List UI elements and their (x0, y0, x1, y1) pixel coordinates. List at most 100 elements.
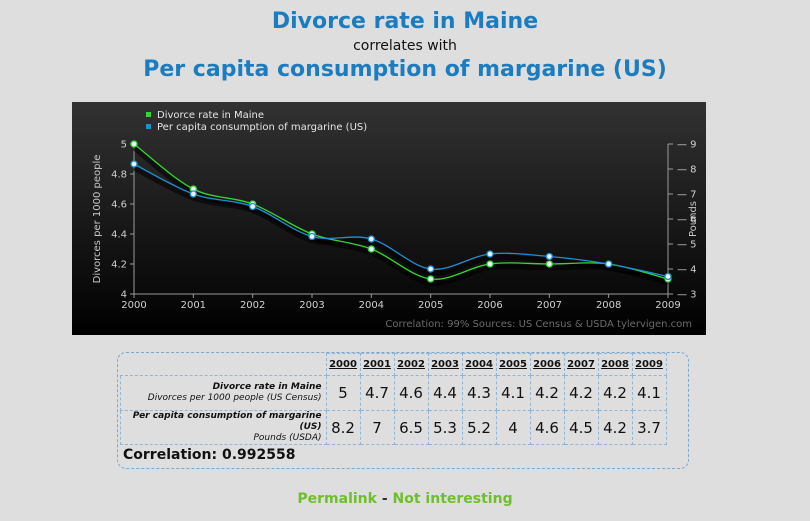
series-line-2 (133, 163, 669, 278)
data-table: 2000 2001 2002 2003 2004 2005 2006 2007 … (120, 353, 667, 445)
year-header: 2007 (563, 353, 599, 376)
table-cell: 4.3 (461, 375, 497, 411)
series-2-point (189, 190, 197, 198)
x-tick-label: 2009 (655, 300, 680, 311)
series-2-point (249, 202, 257, 211)
series-1-point (545, 260, 553, 268)
data-table-panel: 2000 2001 2002 2003 2004 2005 2006 2007 … (117, 352, 689, 469)
series-2-point (130, 160, 138, 168)
y-axis-title: Divorces per 1000 people (92, 155, 103, 284)
y-tick-label: 5 (121, 140, 127, 151)
table-cell: 7 (359, 410, 395, 445)
chart-title-primary: Divorce rate in Maine (271, 9, 539, 34)
table-cell: 4 (495, 410, 531, 445)
year-header: 2006 (529, 353, 565, 376)
table-cell: 8.2 (325, 410, 361, 445)
series-2-point (545, 252, 553, 261)
y2-tick-label: — 5 (677, 240, 697, 251)
y2-axis-title: Pounds (688, 201, 699, 237)
not-interesting-link[interactable]: Not interesting (392, 491, 513, 507)
x-tick-label: 2002 (240, 300, 265, 311)
table-cell: 4.2 (563, 375, 599, 411)
chart-title-secondary: Per capita consumption of margarine (US) (143, 57, 667, 82)
series-2-point (605, 260, 613, 268)
table-cell: 4.6 (393, 375, 429, 411)
year-header: 2004 (461, 353, 497, 376)
x-tick-label: 2005 (418, 300, 443, 311)
series-line-1 (133, 143, 669, 280)
row-label-source: Pounds (USDA) (253, 433, 322, 443)
series-2-point (427, 265, 435, 273)
correlation-value: Correlation: 0.992558 (123, 447, 296, 463)
y-tick-label: 4.6 (111, 200, 127, 211)
series-2-point (367, 235, 375, 243)
year-header: 2000 (325, 353, 361, 376)
footer-links: Permalink - Not interesting (0, 491, 810, 507)
y2-tick-label: — 8 (677, 165, 697, 176)
series-1-point (367, 245, 375, 253)
row-label-title: Per capita consumption of margarine (US) (132, 411, 322, 432)
year-header: 2009 (631, 353, 667, 376)
table-cell: 4.5 (563, 410, 599, 445)
link-separator: - (381, 491, 388, 507)
table-cell: 6.5 (393, 410, 429, 445)
row-label-title: Divorce rate in Maine (212, 382, 322, 392)
table-cell: 4.4 (427, 375, 463, 411)
chart-panel: 4 4.2 4.4 4.6 4.8 5 — 3 — 4 — 5 — 6 — 7 — 8 — 9 2000 2… (72, 102, 706, 335)
series-1-point (130, 140, 138, 148)
x-tick-label: 2000 (121, 300, 146, 311)
row-label-source: Divorces per 1000 people (US Census) (147, 393, 322, 403)
y2-tick-label: — 6 (677, 215, 697, 226)
line-chart: 4 4.2 4.4 4.6 4.8 5 — 3 — 4 — 5 — 6 — 7 — 8 — 9 2000 2… (92, 110, 699, 330)
x-tick-label: 2003 (299, 300, 324, 311)
x-tick-label: 2007 (537, 300, 562, 311)
year-header: 2003 (427, 353, 463, 376)
y2-tick-label: — 4 (677, 265, 697, 276)
legend-swatch (146, 112, 151, 117)
series-1-point (427, 275, 435, 283)
table-cell: 5.2 (461, 410, 497, 445)
x-tick-label: 2004 (359, 300, 384, 311)
chart-footer-note: Correlation: 99% Sources: US Census & US… (385, 319, 692, 330)
series-shadow-1 (132, 146, 669, 286)
table-cell: 4.2 (597, 375, 633, 411)
table-cell: 4.6 (529, 410, 565, 445)
table-cell: 4.7 (359, 375, 395, 411)
x-tick-label: 2006 (477, 300, 502, 311)
x-tick-label: 2008 (596, 300, 621, 311)
row-label: Per capita consumption of margarine (US)… (120, 410, 327, 445)
table-cell: 4.2 (597, 410, 633, 445)
y-tick-label: 4.8 (111, 170, 127, 181)
year-header: 2008 (597, 353, 633, 376)
y-tick-label: 4 (121, 290, 127, 301)
year-header: 2005 (495, 353, 531, 376)
table-cell: 3.7 (631, 410, 667, 445)
series-2-point (308, 232, 316, 241)
y2-tick-label: — 7 (677, 190, 697, 201)
y2-tick-label: — 3 (677, 290, 697, 301)
series-2-point (664, 272, 672, 281)
table-cell: 4.1 (495, 375, 531, 411)
chart-connector-text: correlates with (353, 38, 457, 54)
table-row: Per capita consumption of margarine (US)… (120, 410, 667, 445)
y-tick-label: 4.4 (111, 230, 127, 241)
y2-tick-label: — 9 (677, 140, 697, 151)
table-cell: 5 (325, 375, 361, 411)
year-header: 2002 (393, 353, 429, 376)
x-tick-label: 2001 (181, 300, 206, 311)
table-cell: 4.1 (631, 375, 667, 411)
table-cell: 5.3 (427, 410, 463, 445)
legend-label: Per capita consumption of margarine (US) (157, 122, 367, 133)
table-corner-cell (120, 353, 327, 376)
series-1-point (486, 260, 494, 268)
table-header-row: 2000 2001 2002 2003 2004 2005 2006 2007 … (120, 353, 667, 376)
series-2-point (486, 250, 494, 258)
table-cell: 4.2 (529, 375, 565, 411)
row-label: Divorce rate in Maine Divorces per 1000 … (120, 375, 327, 411)
y-tick-label: 4.2 (111, 260, 127, 271)
legend-label: Divorce rate in Maine (157, 110, 264, 121)
permalink-link[interactable]: Permalink (297, 491, 377, 507)
legend-swatch (146, 124, 151, 129)
table-row: Divorce rate in Maine Divorces per 1000 … (120, 375, 667, 411)
year-header: 2001 (359, 353, 395, 376)
